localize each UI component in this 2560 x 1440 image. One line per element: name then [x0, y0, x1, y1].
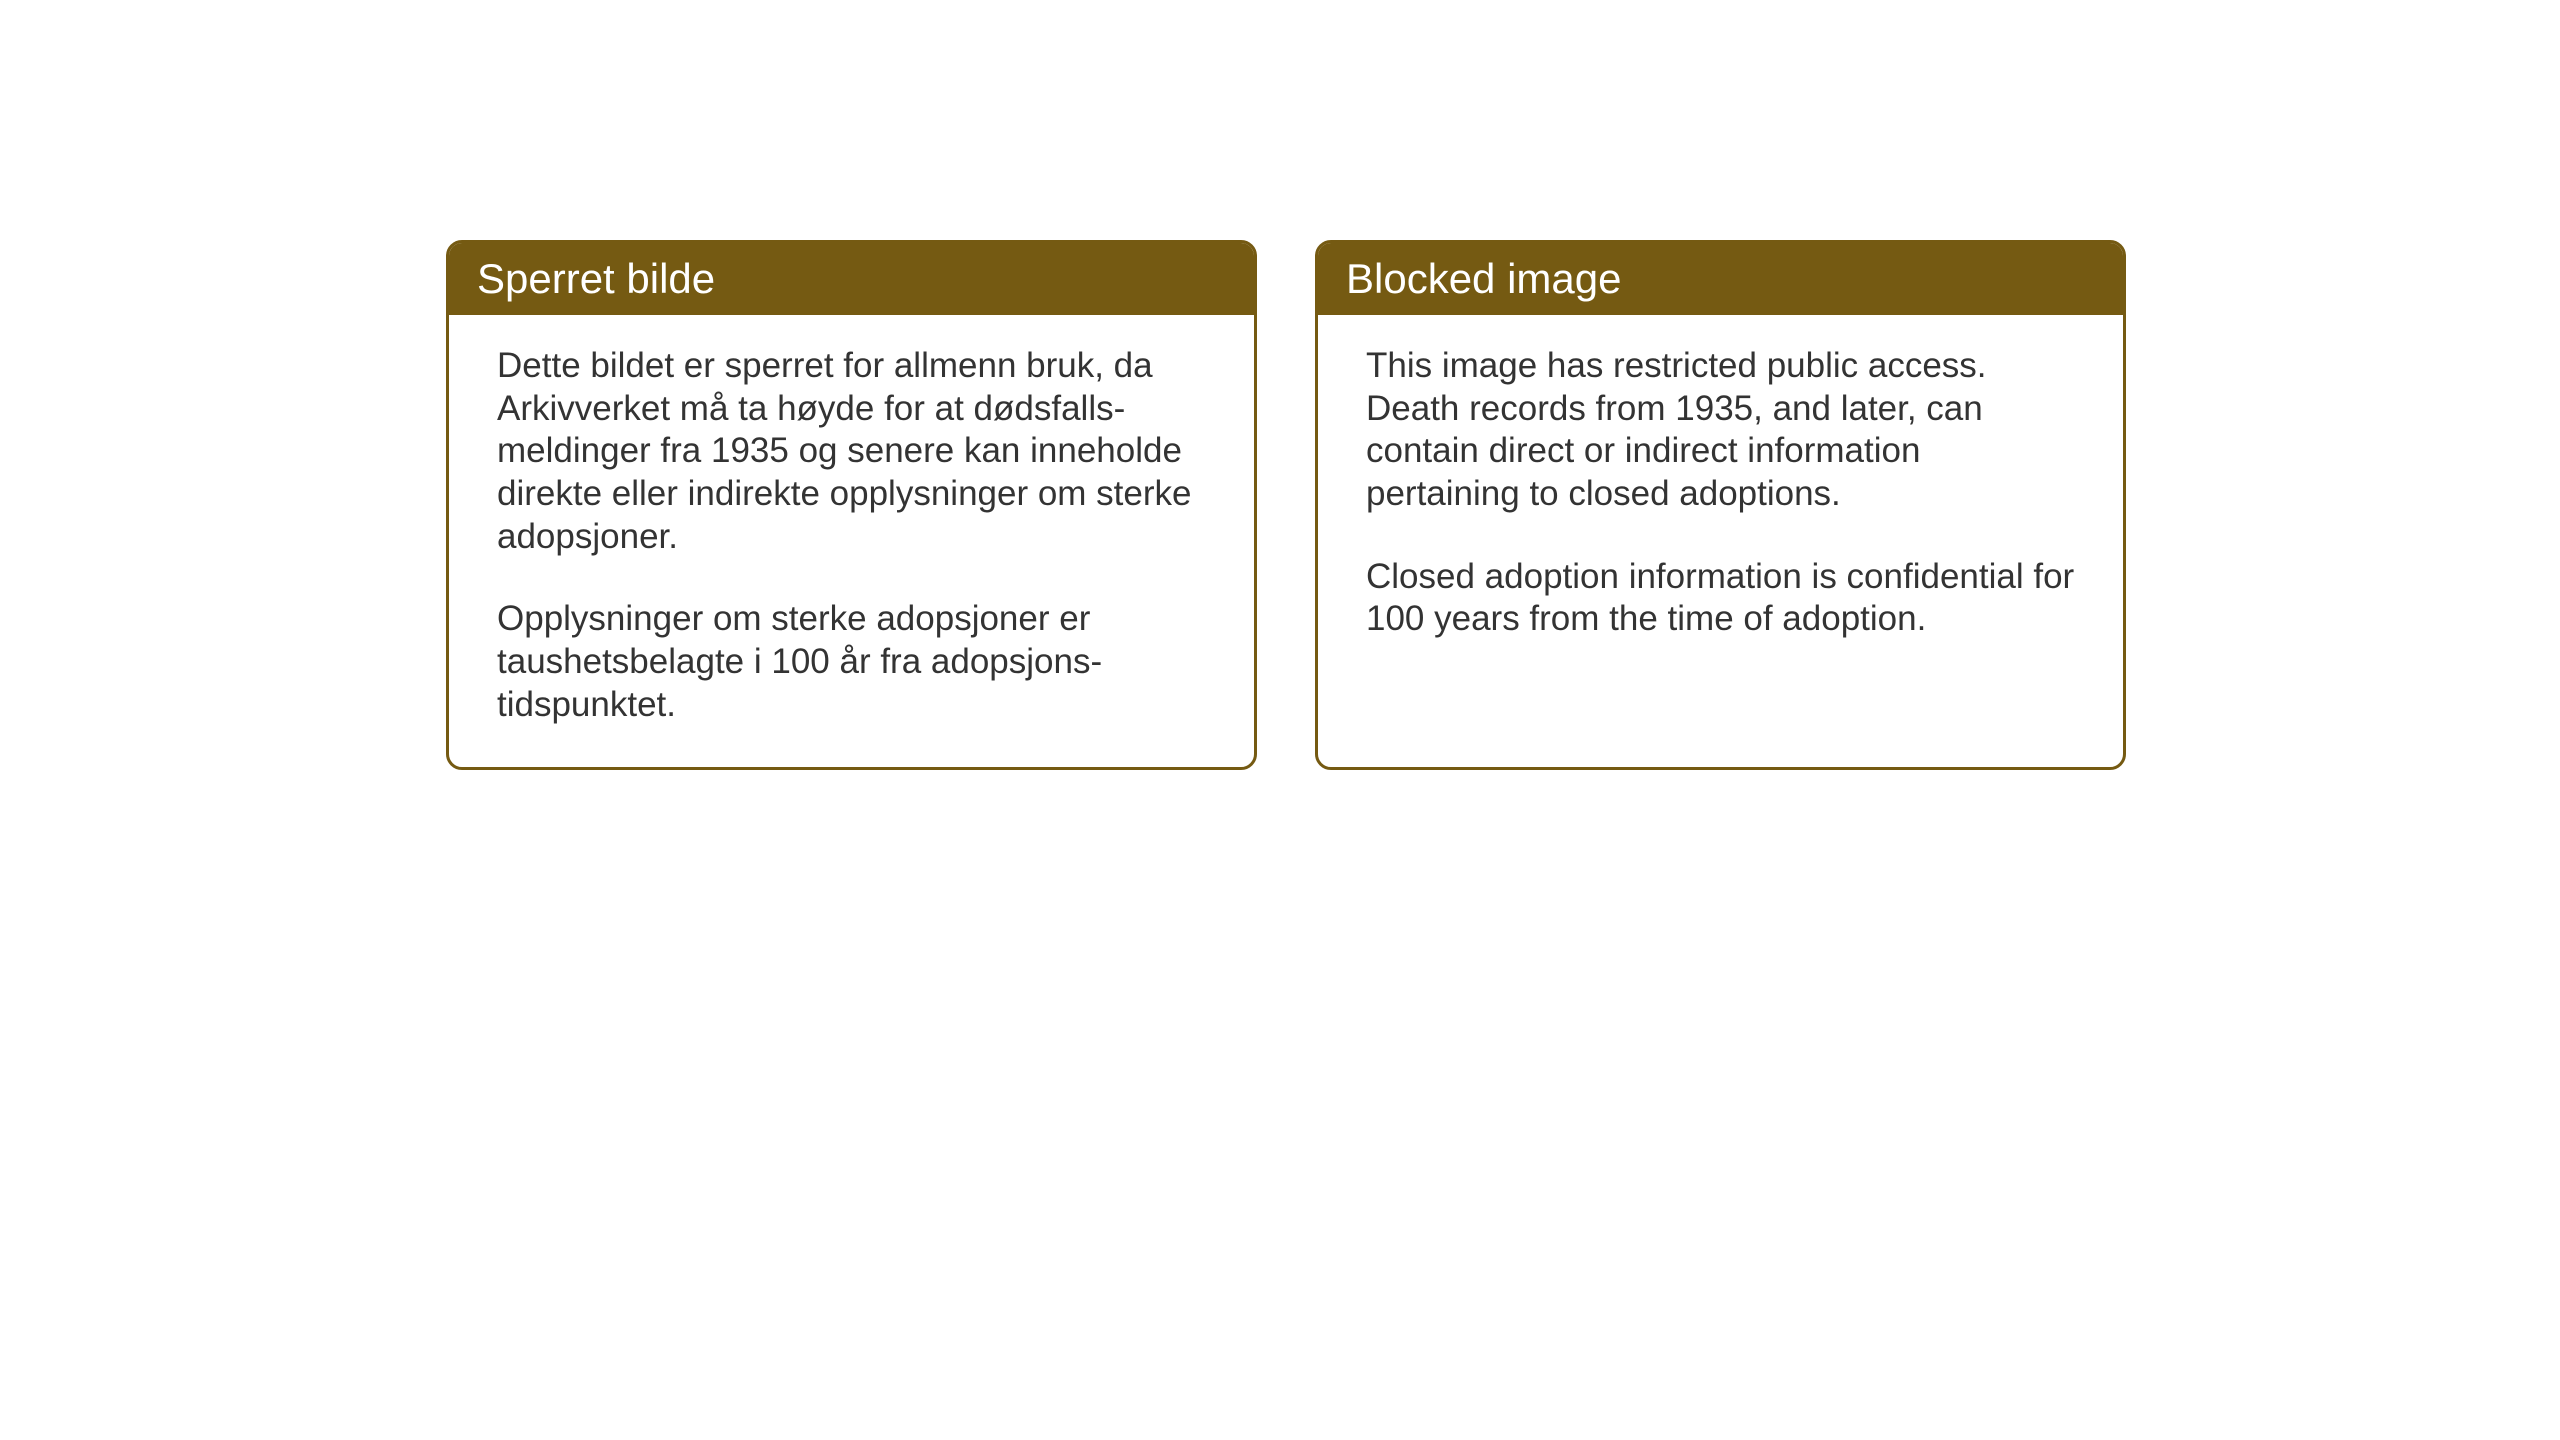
card-paragraph: This image has restricted public access.… [1366, 345, 2075, 516]
card-paragraph: Closed adoption information is confident… [1366, 556, 2075, 641]
card-header-norwegian: Sperret bilde [449, 243, 1254, 315]
card-header-english: Blocked image [1318, 243, 2123, 315]
card-title: Sperret bilde [477, 255, 715, 302]
cards-container: Sperret bilde Dette bildet er sperret fo… [446, 240, 2126, 770]
card-paragraph: Opplysninger om sterke adopsjoner er tau… [497, 598, 1206, 726]
card-norwegian: Sperret bilde Dette bildet er sperret fo… [446, 240, 1257, 770]
card-title: Blocked image [1346, 255, 1621, 302]
card-body-english: This image has restricted public access.… [1318, 315, 2123, 751]
card-paragraph: Dette bildet er sperret for allmenn bruk… [497, 345, 1206, 558]
card-body-norwegian: Dette bildet er sperret for allmenn bruk… [449, 315, 1254, 767]
card-english: Blocked image This image has restricted … [1315, 240, 2126, 770]
